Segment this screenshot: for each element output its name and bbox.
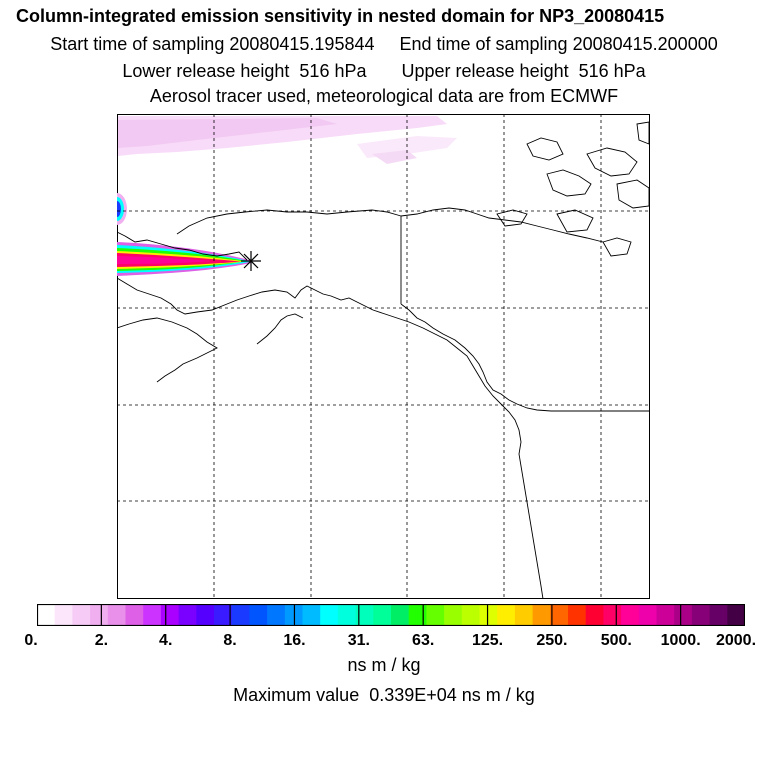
emission-edge-blob <box>117 193 127 225</box>
colorbar-swatch <box>37 604 56 626</box>
colorbar-dividers <box>100 604 682 626</box>
colorbar-swatch <box>408 604 427 626</box>
colorbar-tick-label: 31. <box>347 632 370 649</box>
colorbar-tick-label: 63. <box>412 632 435 649</box>
colorbar-swatch <box>444 604 463 626</box>
colorbar-swatch <box>160 604 180 626</box>
colorbar-swatch <box>603 604 622 626</box>
colorbar-swatch <box>214 604 233 626</box>
colorbar-swatch <box>691 604 711 626</box>
colorbar-swatch <box>267 604 286 626</box>
colorbar-swatch <box>178 604 197 626</box>
colorbar-swatch <box>391 604 410 626</box>
colorbar-swatch <box>373 604 392 626</box>
plot-title: Column-integrated emission sensitivity i… <box>16 6 665 26</box>
colorbar-swatch <box>54 604 73 626</box>
colorbar-border <box>37 604 745 626</box>
colorbar-swatch <box>674 604 693 626</box>
colorbar-swatch <box>461 604 480 626</box>
release-point-marker <box>241 251 261 271</box>
sampling-times: Start time of sampling 20080415.195844 E… <box>50 34 718 54</box>
colorbar-swatch <box>320 604 339 626</box>
graticule <box>117 114 650 599</box>
colorbar-swatch <box>426 604 445 626</box>
colorbar-swatch <box>107 604 126 626</box>
colorbar-swatch <box>196 604 215 626</box>
colorbar-tick-label: 250. <box>536 632 568 649</box>
colorbar-swatch <box>585 604 604 626</box>
colorbar-swatch <box>514 604 534 626</box>
map-frame <box>117 114 650 599</box>
colorbar-swatch <box>727 604 745 626</box>
colorbar-swatch <box>249 604 268 626</box>
colorbar <box>37 604 745 626</box>
colorbar-tick-label: 2. <box>94 632 109 649</box>
colorbar-swatch <box>568 604 587 626</box>
colorbar-swatch <box>479 604 498 626</box>
colorbar-tick-label: 16. <box>283 632 306 649</box>
coastlines <box>117 121 650 599</box>
colorbar-swatch <box>709 604 728 626</box>
colorbar-tick-label: 125. <box>471 632 504 649</box>
colorbar-swatch <box>125 604 144 626</box>
colorbar-tick-label: 4. <box>159 632 173 649</box>
release-heights: Lower release height 516 hPa Upper relea… <box>122 61 646 81</box>
colorbar-tick-label: 0. <box>24 632 38 649</box>
emission-haze <box>118 116 457 164</box>
colorbar-swatch <box>72 604 91 626</box>
colorbar-swatch <box>231 604 250 626</box>
colorbar-swatch <box>90 604 109 626</box>
colorbar-swatches <box>37 604 745 626</box>
colorbar-tick-label: 8. <box>223 632 237 649</box>
colorbar-swatch <box>143 604 162 626</box>
colorbar-tick-label: 1000. <box>660 632 701 649</box>
colorbar-swatch <box>355 604 374 626</box>
maximum-value: Maximum value 0.339E+04 ns m / kg <box>233 685 535 705</box>
tracer-info: Aerosol tracer used, meteorological data… <box>149 86 619 106</box>
colorbar-tick-label: 2000. <box>715 632 757 649</box>
colorbar-swatch <box>532 604 551 626</box>
colorbar-swatch <box>550 604 569 626</box>
colorbar-swatch <box>638 604 657 626</box>
colorbar-tick-label: 500. <box>600 632 632 649</box>
map-panel <box>117 114 650 599</box>
colorbar-swatch <box>621 604 640 626</box>
colorbar-swatch <box>337 604 357 626</box>
emission-plume <box>117 242 251 276</box>
colorbar-swatch <box>302 604 321 626</box>
colorbar-units: ns m / kg <box>347 655 421 675</box>
colorbar-swatch <box>497 604 516 626</box>
colorbar-swatch <box>656 604 675 626</box>
